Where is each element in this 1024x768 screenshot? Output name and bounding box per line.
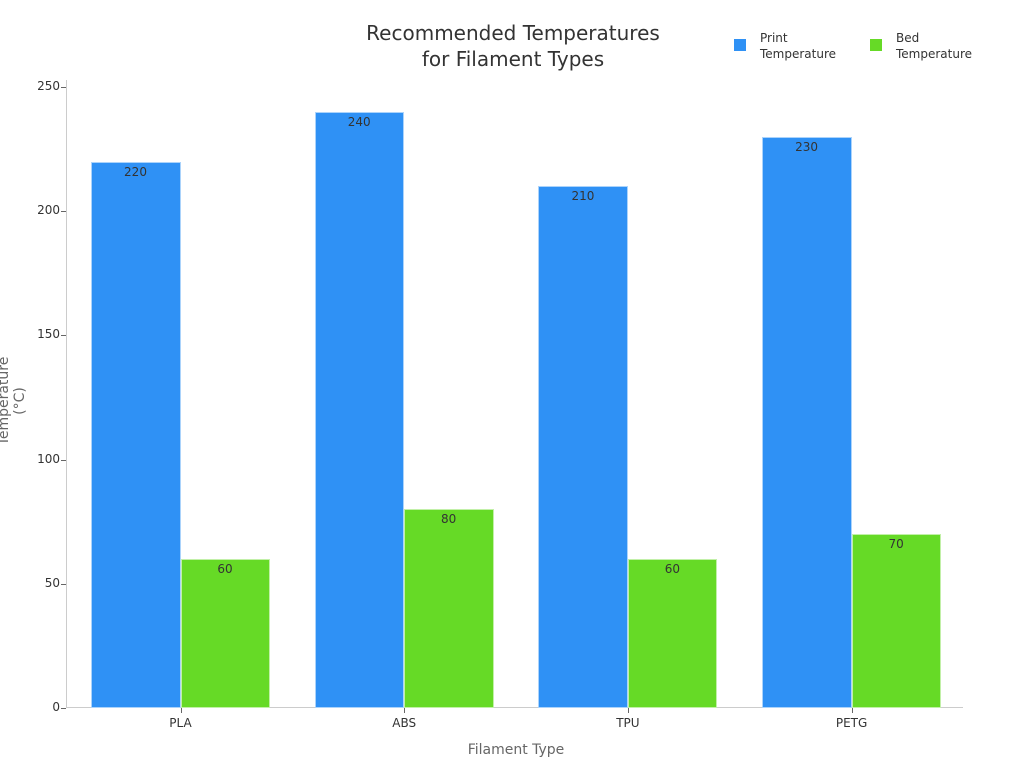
y-tick-mark	[61, 459, 66, 461]
title-line-1: Recommended Temperatures	[366, 21, 660, 45]
chart-title: Recommended Temperatures for Filament Ty…	[313, 20, 713, 72]
x-axis-line	[66, 707, 963, 708]
y-tick-mark	[61, 211, 66, 213]
bar-value-label: 60	[664, 561, 681, 576]
legend: Print Temperature Bed Temperature	[734, 30, 986, 62]
x-tick-label: TPU	[616, 716, 640, 730]
bar-tpu-print[interactable]	[538, 186, 628, 708]
bar-petg-bed[interactable]	[851, 534, 942, 708]
x-tick-mark	[851, 708, 853, 713]
x-tick-mark	[404, 708, 406, 713]
x-axis-title: Filament Type	[467, 742, 565, 758]
bar-value-label: 80	[441, 512, 457, 527]
y-tick-mark	[61, 87, 66, 88]
y-tick-label: 50	[44, 575, 60, 590]
bar-value-label: 230	[795, 139, 819, 154]
x-tick-label: PETG	[835, 716, 868, 730]
y-tick-label: 100	[37, 451, 60, 466]
bed-swatch-icon	[870, 39, 882, 51]
legend-item-print[interactable]: Print Temperature	[734, 30, 850, 62]
bar-petg-print[interactable]	[762, 136, 852, 708]
x-tick-label: PLA	[169, 716, 192, 730]
x-tick-label: ABS	[392, 716, 417, 730]
print-swatch-icon	[734, 39, 746, 51]
legend-line: Print	[760, 31, 788, 45]
y-axis-title: Temperature (°C)	[0, 356, 28, 446]
y-tick-label: 250	[37, 79, 60, 93]
legend-item-bed[interactable]: Bed Temperature	[870, 30, 986, 62]
bar-value-label: 220	[124, 164, 147, 179]
legend-line: Bed	[896, 31, 920, 45]
y-tick-label: 0	[52, 700, 60, 714]
legend-line: Temperature	[896, 47, 973, 61]
bar-pla-print[interactable]	[91, 161, 181, 708]
title-line-2: for Filament Types	[421, 47, 605, 71]
legend-label: Bed Temperature	[896, 30, 986, 62]
legend-label: Print Temperature	[760, 30, 850, 62]
bar-value-label: 210	[571, 189, 595, 204]
y-axis-line	[66, 80, 67, 708]
y-tick-label: 200	[37, 203, 60, 218]
y-tick-label: 150	[37, 327, 60, 342]
x-tick-mark	[627, 708, 629, 713]
y-tick-mark	[61, 583, 66, 585]
bar-abs-print[interactable]	[314, 111, 405, 708]
bar-value-label: 240	[347, 114, 371, 129]
legend-line: Temperature	[760, 47, 837, 61]
bar-tpu-bed[interactable]	[627, 558, 718, 708]
bar-abs-bed[interactable]	[404, 509, 494, 708]
bar-pla-bed[interactable]	[180, 558, 270, 708]
y-tick-mark	[61, 708, 66, 709]
x-tick-mark	[180, 708, 182, 713]
bar-value-label: 70	[888, 537, 904, 552]
y-tick-mark	[61, 335, 66, 337]
bar-value-label: 60	[217, 561, 233, 576]
